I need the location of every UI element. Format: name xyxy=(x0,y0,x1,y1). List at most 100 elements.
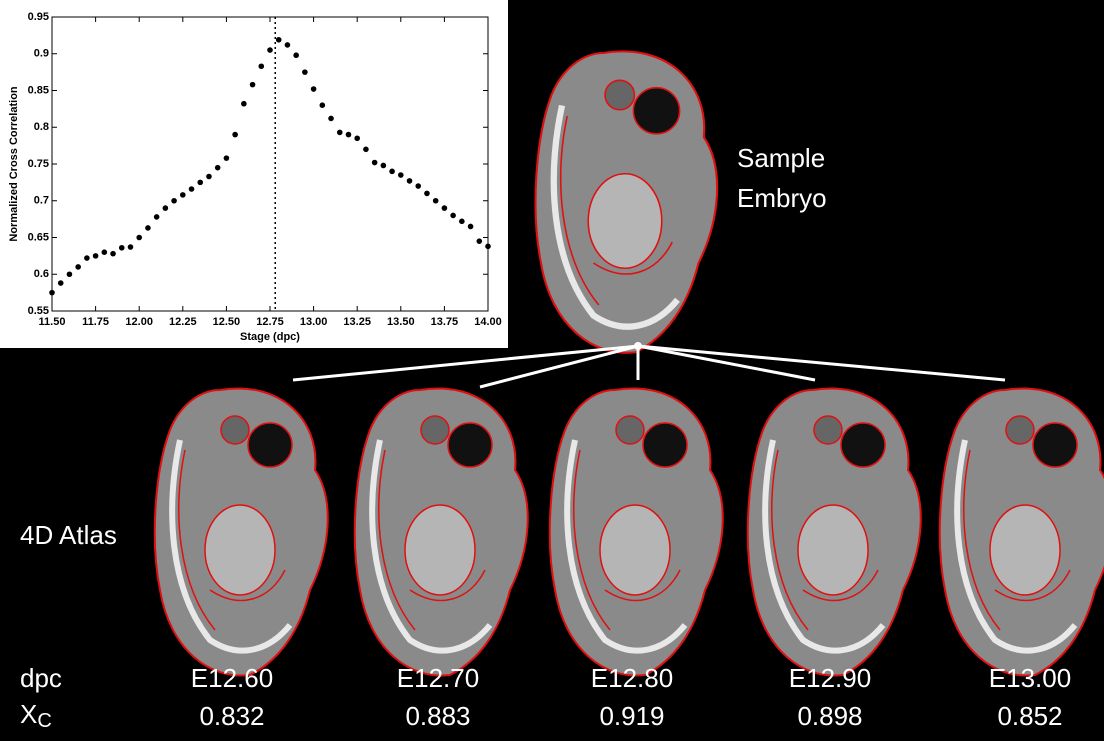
point xyxy=(415,183,422,189)
point xyxy=(485,243,491,250)
y-tick-label: 0.65 xyxy=(28,231,49,243)
y-tick-label: 0.9 xyxy=(34,48,49,60)
connectors xyxy=(292,344,1006,389)
point xyxy=(188,186,195,192)
atlas-embryo xyxy=(355,388,528,675)
point xyxy=(319,102,326,108)
point xyxy=(101,249,108,255)
point xyxy=(302,69,308,75)
x-tick-label: 11.50 xyxy=(39,316,66,328)
y-tick-label: 0.75 xyxy=(28,158,49,170)
x-tick-label: 13.75 xyxy=(431,316,459,328)
point xyxy=(424,190,430,197)
y-axis-label: Normalized Cross Correlation xyxy=(8,86,20,242)
point xyxy=(380,162,387,169)
point xyxy=(75,264,81,270)
point xyxy=(197,179,204,186)
stage-label: E12.90 xyxy=(789,663,871,693)
point xyxy=(258,63,265,70)
dpc-label: dpc xyxy=(20,663,62,693)
x-tick-label: 13.50 xyxy=(387,316,415,328)
xc-label: XC xyxy=(20,699,52,732)
point xyxy=(145,225,151,231)
point xyxy=(275,36,282,43)
point xyxy=(310,86,317,92)
y-tick-label: 0.95 xyxy=(28,11,49,23)
y-tick-label: 0.6 xyxy=(34,268,49,280)
x-tick-label: 12.25 xyxy=(169,316,197,328)
stage-label: E13.00 xyxy=(989,663,1071,693)
point xyxy=(92,253,99,259)
point xyxy=(180,192,186,198)
xc-sub: C xyxy=(37,710,51,732)
point xyxy=(398,172,404,178)
point xyxy=(162,205,169,211)
xc-value: 0.898 xyxy=(797,701,862,731)
sample-embryo xyxy=(536,51,718,352)
point xyxy=(153,214,160,220)
stage-label: E12.80 xyxy=(591,663,673,693)
point xyxy=(171,197,177,204)
point xyxy=(84,255,90,261)
point xyxy=(371,159,378,166)
point xyxy=(267,47,273,53)
point xyxy=(223,155,230,161)
xc-value: 0.883 xyxy=(405,701,470,731)
point xyxy=(232,131,238,138)
x-tick-label: 11.75 xyxy=(82,316,109,328)
point xyxy=(354,135,361,142)
sample-label: Embryo xyxy=(737,183,827,213)
x-tick-label: 12.75 xyxy=(256,316,284,328)
stage-label: E12.60 xyxy=(191,663,273,693)
x-tick-label: 13.25 xyxy=(343,316,371,328)
point xyxy=(476,238,483,244)
y-tick-label: 0.7 xyxy=(34,195,49,207)
point xyxy=(345,131,352,138)
xc-value: 0.832 xyxy=(199,701,264,731)
x-tick-label: 12.00 xyxy=(125,316,153,328)
point xyxy=(406,178,413,184)
x-axis-label: Stage (dpc) xyxy=(240,331,300,343)
point xyxy=(241,100,247,107)
x-tick-label: 13.00 xyxy=(300,316,328,328)
point xyxy=(389,168,395,175)
atlas-label: 4D Atlas xyxy=(20,520,117,550)
point xyxy=(214,164,221,171)
xc-value: 0.919 xyxy=(599,701,664,731)
point xyxy=(66,271,73,278)
atlas-labels: E12.60 0.832 E12.70 0.883 E12.80 0.919 E12.90 0… xyxy=(191,663,1071,731)
point xyxy=(110,250,116,257)
point xyxy=(450,212,456,219)
atlas-embryo xyxy=(155,388,328,675)
point xyxy=(336,129,343,136)
branch-point xyxy=(634,342,642,350)
point xyxy=(118,244,125,251)
point xyxy=(249,81,256,88)
atlas-embryo xyxy=(940,388,1104,675)
xc-value: 0.852 xyxy=(997,701,1062,731)
stage-label: E12.70 xyxy=(397,663,479,693)
point xyxy=(49,289,55,296)
plot-background xyxy=(0,0,508,348)
point xyxy=(432,197,439,204)
atlas-embryo xyxy=(748,388,921,675)
point xyxy=(363,146,369,153)
point xyxy=(284,42,291,48)
y-tick-label: 0.85 xyxy=(28,84,49,96)
point xyxy=(127,244,134,250)
point xyxy=(57,280,64,286)
x-tick-label: 12.50 xyxy=(213,316,241,328)
scatter-plot: 0.55 0.6 0.65 0.7 0.75 0.8 0.85 0.9 0.95 11.50 11.… xyxy=(8,11,502,343)
xc-main: X xyxy=(20,699,37,729)
sample-label: Sample xyxy=(737,143,825,173)
point xyxy=(206,173,212,180)
point xyxy=(459,218,465,225)
point xyxy=(467,223,474,230)
x-tick-label: 14.00 xyxy=(474,316,502,328)
point xyxy=(441,205,448,211)
y-tick-label: 0.55 xyxy=(28,305,49,317)
y-tick-label: 0.8 xyxy=(34,121,49,133)
point xyxy=(293,52,299,59)
point xyxy=(328,115,334,122)
